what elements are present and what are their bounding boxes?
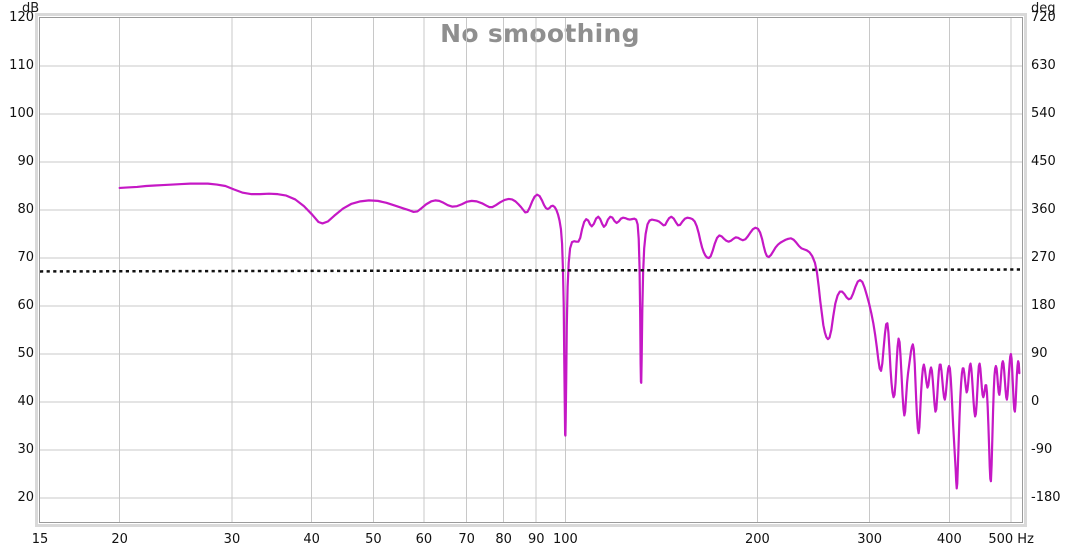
y-tick-label: 90 — [17, 154, 34, 169]
x-tick-label: 300 — [857, 532, 883, 547]
plot-border — [39, 17, 1023, 523]
y-tick-label: 40 — [17, 394, 34, 409]
y-tick-label: 70 — [17, 250, 34, 265]
y2-tick-label: 180 — [1031, 298, 1056, 313]
y2-tick-label: -90 — [1031, 442, 1053, 457]
y2-tick-label: 360 — [1031, 202, 1056, 217]
y2-tick-label: 540 — [1031, 106, 1056, 121]
plot-frame — [35, 13, 1027, 527]
series-spl-response — [118, 182, 1021, 490]
x-tick-label: 70 — [458, 532, 475, 547]
plot-border-outer — [35, 13, 1027, 527]
x-tick-label: 100 — [552, 532, 578, 547]
y-tick-label: 20 — [17, 490, 34, 505]
x-tick-label: 500 Hz — [988, 532, 1034, 547]
x-tick-label: 30 — [223, 532, 241, 547]
x-tick-label: 80 — [495, 532, 512, 547]
y-tick-label: 60 — [17, 298, 34, 313]
x-tick-label: 400 — [936, 532, 962, 547]
y-tick-label: 50 — [17, 346, 34, 361]
x-tick-label: 20 — [111, 532, 128, 547]
y2-tick-label: 0 — [1031, 394, 1040, 409]
right-axis-unit-label: deg — [1031, 1, 1056, 16]
y2-tick-label: -180 — [1031, 490, 1061, 505]
y2-tick-label: 270 — [1031, 250, 1056, 265]
x-tick-label: 40 — [303, 532, 320, 547]
x-tick-label: 60 — [415, 532, 433, 547]
x-tick-label: 200 — [744, 532, 770, 547]
y2-tick-label: 720 — [1031, 10, 1056, 25]
y2-tick-label: 450 — [1031, 154, 1056, 169]
series-layer — [39, 182, 1023, 490]
series-phase-reference-line — [39, 268, 1023, 273]
y-tick-label: 120 — [9, 10, 34, 25]
y2-tick-label: 90 — [1031, 346, 1048, 361]
y-tick-label: 80 — [17, 202, 34, 217]
y-tick-label: 30 — [17, 442, 34, 457]
y-tick-label: 100 — [9, 106, 34, 121]
x-tick-label: 50 — [365, 532, 382, 547]
left-axis-unit-label: dB — [22, 1, 40, 16]
x-tick-label: 90 — [527, 532, 545, 547]
y-tick-label: 110 — [9, 58, 34, 73]
y2-tick-label: 630 — [1031, 58, 1056, 73]
x-tick-label: 15 — [31, 532, 49, 547]
